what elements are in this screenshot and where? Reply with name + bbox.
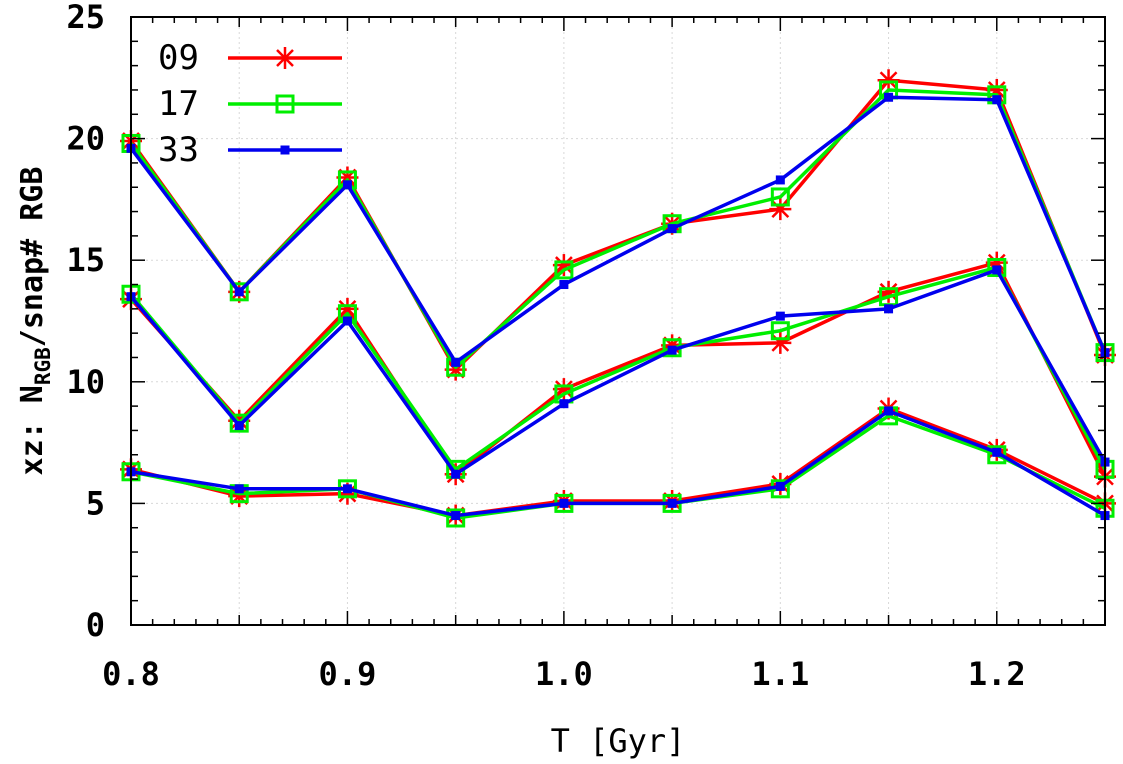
series-line <box>129 260 1107 478</box>
legend: 09 17 33 <box>158 38 342 170</box>
y-tick-label: 20 <box>66 120 105 158</box>
data-point <box>342 484 352 494</box>
data-point <box>987 257 1007 277</box>
series-line <box>129 78 1107 372</box>
legend-marker <box>275 94 295 114</box>
x-tick-label: 0.8 <box>102 655 160 693</box>
data-point <box>992 95 1002 105</box>
data-point <box>234 421 244 431</box>
data-point <box>884 92 894 102</box>
y-tick-label: 25 <box>66 0 105 36</box>
data-point <box>667 345 677 355</box>
data-point <box>342 180 352 190</box>
series-line <box>129 88 1107 369</box>
y-axis-label-prefix: xz: N <box>15 385 50 475</box>
data-point <box>987 445 1007 465</box>
y-tick-label: 15 <box>66 241 105 279</box>
data-point <box>451 511 461 521</box>
data-point <box>884 304 894 314</box>
x-tick-label: 1.1 <box>751 655 809 693</box>
legend-label: 09 <box>158 38 199 78</box>
y-axis-label-suffix: /snap# RGB <box>15 167 50 348</box>
legend-marker <box>274 47 296 69</box>
data-point <box>775 481 785 491</box>
marker-stroke <box>338 299 357 318</box>
series-line <box>130 409 1106 518</box>
data-point <box>667 498 677 508</box>
data-point <box>884 406 894 416</box>
legend-marker <box>280 145 290 155</box>
marker-stroke <box>276 49 294 67</box>
data-point <box>451 469 461 479</box>
data-point <box>559 399 569 409</box>
legend-label: 33 <box>158 130 199 170</box>
y-tick-label: 0 <box>86 606 105 644</box>
series-line <box>129 265 1107 472</box>
data-point <box>775 175 785 185</box>
axis-ticks: 0.8 0.9 1.0 1.1 1.2 0 5 10 15 20 25 <box>66 0 1106 693</box>
marker-stroke <box>555 256 573 274</box>
y-tick-label: 10 <box>66 363 105 401</box>
series-line <box>129 95 1107 365</box>
data-point <box>234 484 244 494</box>
data-point <box>451 357 461 367</box>
y-axis-label: xz: NRGB/snap# RGB <box>15 167 55 476</box>
data-point <box>775 311 785 321</box>
data-point <box>770 187 790 207</box>
series-line <box>129 268 1107 476</box>
data-point <box>770 321 790 341</box>
data-point <box>667 224 677 234</box>
plot-frame <box>130 16 1106 626</box>
data-point <box>559 498 569 508</box>
series-09 <box>120 69 1116 527</box>
x-tick-label: 1.2 <box>968 655 1026 693</box>
data-point <box>229 413 249 433</box>
marker-stroke <box>879 71 898 90</box>
series-33 <box>126 92 1110 521</box>
data-point <box>342 316 352 326</box>
series-line <box>130 406 1106 518</box>
marker-stroke <box>555 380 573 398</box>
data-point <box>559 280 569 290</box>
data-point <box>877 69 900 92</box>
data-point <box>992 265 1002 275</box>
plot-series <box>120 69 1116 528</box>
data-point <box>229 282 249 302</box>
data-point <box>992 447 1002 457</box>
y-tick-label: 5 <box>86 484 105 522</box>
data-point <box>446 508 466 528</box>
data-point <box>234 287 244 297</box>
x-tick-label: 0.9 <box>319 655 377 693</box>
x-axis-label: T [Gyr] <box>551 722 686 760</box>
y-axis-label-subscript: RGB <box>31 347 55 385</box>
data-point <box>554 260 574 280</box>
x-tick-label: 1.0 <box>535 655 593 693</box>
legend-label: 17 <box>158 84 199 124</box>
